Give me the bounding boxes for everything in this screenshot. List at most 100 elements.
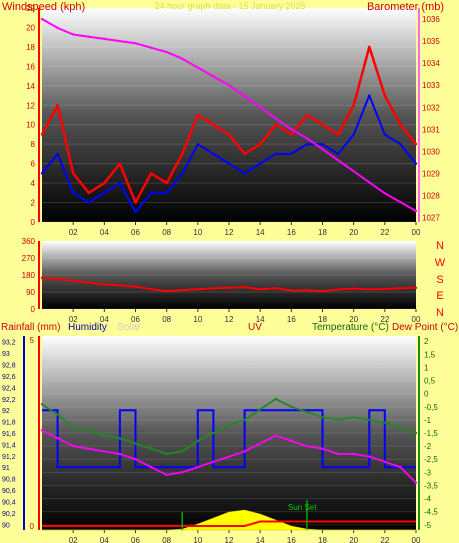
dewpoint-line-point [321,447,324,450]
y-right-tick-label: 1033 [422,81,440,90]
dewpoint-line-point [56,437,59,440]
direction-line-point [336,288,340,291]
compass-e: E [436,290,443,302]
direction-line-point [383,287,387,291]
temperature-tick-label: -3,5 [424,481,438,490]
y-left-tick-label: 22 [26,4,35,13]
windspeed-line-point [56,104,59,107]
windspeed-line-point [71,172,75,175]
dewpoint-line-point [196,465,200,469]
humidity-tick-label: 91,4 [2,442,16,449]
dewpoint-line-point [103,450,106,453]
dewpoint-line-point [274,434,277,437]
windspeed-line-point [305,113,309,117]
windspeed-line-point [399,123,402,126]
barometer-line-point [118,39,122,43]
dewpoint-line-point [87,447,90,450]
series [40,17,418,531]
avg-wind-line-point [181,172,184,175]
humidity-tick-label: 92,6 [2,374,16,381]
direction-line-point [149,287,153,291]
temperature-tick-label: 1,5 [424,350,436,359]
windspeed-line-point [336,133,340,136]
direction-line-point [56,277,59,281]
x-tick-label: 00 [412,315,421,324]
dewpoint-line-point [181,471,184,474]
humidity-tick-label: 93 [2,351,10,358]
barometer-line-point [181,57,184,60]
humidity-tick-label: 92 [2,408,10,415]
panel-2-background [42,241,416,309]
y-left-tick-label: 16 [26,62,35,71]
barometer-line-point [40,17,44,21]
temperature-line-point [87,429,90,432]
windspeed-line-point [227,133,231,136]
humidity-tick-label: 90,8 [2,477,16,484]
x-tick-label: 04 [100,228,109,237]
x-tick-label: 18 [318,536,327,543]
humidity-tick-label: 92,8 [2,363,16,370]
humidity-tick-label: 91 [2,465,10,472]
x-tick-label: 14 [256,228,265,237]
direction-line-point [165,289,168,293]
temperature-line-point [243,418,246,422]
x-tick-label: 20 [349,536,358,543]
barometer-line-point [414,209,418,213]
y-right-tick-label: 1035 [422,37,440,46]
avg-wind-line-point [149,191,153,195]
direction-line-point [227,286,231,290]
y-right-tick-label: 1029 [422,169,440,178]
humidity-tick-label: 91,8 [2,420,16,427]
temperature-tick-label: -4,5 [424,508,438,517]
temperature-line-point [165,452,168,456]
humidity-tick-label: 90,2 [2,511,16,518]
windspeed-line-point [134,201,137,204]
avg-wind-line-point [274,152,277,156]
temperature-line-point [71,426,75,429]
temperature-tick-label: -0,5 [424,403,438,412]
avg-wind-line-point [87,201,90,204]
dewpoint-line-point [149,465,153,469]
temperature-line-point [352,416,355,419]
direction-tick-label: 90 [26,288,35,297]
temperature-line-point [274,397,277,401]
avg-wind-line-point [118,181,122,185]
windspeed-axis-label: Windspeed (kph) [2,1,85,13]
x-tick-label: 18 [318,228,327,237]
windspeed-line-point [368,45,371,49]
y-left-tick-label: 2 [31,199,36,208]
x-tick-label: 02 [69,228,78,237]
avg-wind-line-point [40,172,44,175]
direction-line-point [274,287,277,290]
direction-tick-label: 270 [22,254,36,263]
x-tick-label: 06 [131,228,140,237]
y-left-tick-label: 10 [26,121,35,130]
compass-n-top: N [436,240,444,252]
barometer-line-point [196,66,200,69]
dewpoint-line-point [227,455,231,458]
windspeed-line-point [87,191,90,195]
barometer-line-point [352,170,355,173]
windspeed-line-point [290,133,293,136]
humidity-tick-label: 91,6 [2,431,16,438]
compass-w: W [435,257,446,269]
x-tick-label: 14 [256,315,265,324]
x-tick-label: 08 [162,315,171,324]
temperature-line-point [103,434,106,437]
y-left-tick-label: 8 [31,140,36,149]
temperature-tick-label: -3 [424,468,432,477]
humidity-tick-label: 92,4 [2,385,16,392]
avg-wind-line-point [368,94,371,97]
x-tick-label: 14 [256,536,265,543]
x-tick-label: 16 [287,228,296,237]
barometer-axis-label: Barometer (mb) [367,1,444,13]
temperature-tick-label: 0 [424,390,429,399]
dewpoint-line-point [134,458,137,461]
direction-line-point [71,279,75,282]
direction-tick-label: 180 [22,271,36,280]
y-left-tick-label: 14 [26,82,35,91]
avg-wind-line-point [414,162,418,165]
panel-3-background [42,336,416,530]
direction-line-point [212,287,215,290]
dewpoint-line-point [352,452,355,456]
